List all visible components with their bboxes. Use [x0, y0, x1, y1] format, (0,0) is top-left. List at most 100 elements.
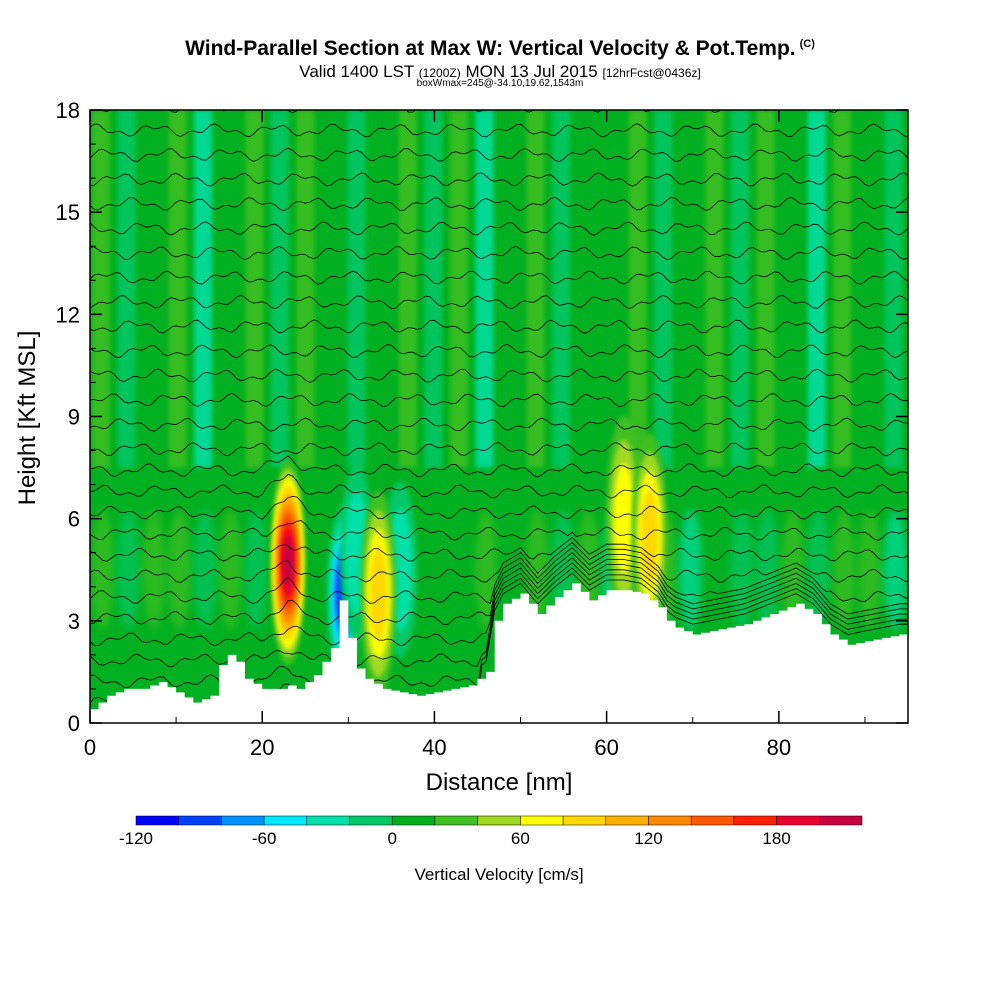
- velocity-cell: [91, 509, 115, 630]
- velocity-streak: [705, 110, 724, 468]
- isentrope: [90, 319, 908, 334]
- isentrope: [90, 552, 908, 626]
- velocity-streak: [270, 110, 289, 468]
- x-tick-label: 80: [767, 735, 791, 760]
- y-tick-label: 9: [68, 405, 80, 430]
- isentrope: [90, 547, 908, 605]
- y-tick-label: 18: [56, 98, 80, 123]
- chart-title: Wind-Parallel Section at Max W: Vertical…: [185, 37, 815, 60]
- velocity-cell: [807, 509, 831, 630]
- x-tick-label: 60: [594, 735, 618, 760]
- velocity-streak: [577, 110, 596, 468]
- isentrope: [90, 455, 908, 478]
- colorbar-swatch: [434, 815, 478, 826]
- velocity-cell: [704, 509, 728, 630]
- y-tick-label: 6: [68, 507, 80, 532]
- velocity-streak: [756, 110, 775, 468]
- isentrope: [90, 496, 908, 520]
- colorbar-tick-label: 60: [511, 829, 530, 848]
- updraft-core: [613, 463, 634, 575]
- isentrope: [90, 368, 908, 383]
- colorbar-swatch: [520, 815, 564, 826]
- velocity-streak: [92, 110, 110, 468]
- terrain: [90, 583, 908, 723]
- isentrope: [90, 123, 908, 138]
- isentrope: [90, 221, 908, 236]
- velocity-streak: [373, 110, 392, 468]
- isentrope: [90, 343, 908, 359]
- isentrope: [90, 75, 908, 88]
- colorbar-title: Vertical Velocity [cm/s]: [414, 865, 583, 884]
- colorbar-tick-label: 180: [762, 829, 790, 848]
- colorbar: [135, 815, 863, 826]
- title-mark: (C): [799, 38, 815, 50]
- colorbar-swatch: [648, 815, 692, 826]
- isentrope: [90, 557, 908, 647]
- velocity-streak: [398, 110, 417, 468]
- isentrope: [90, 50, 908, 64]
- colorbar-tick-label: -60: [252, 829, 277, 848]
- isentrope: [90, 474, 908, 499]
- updraft-core: [641, 489, 659, 582]
- forecast-label: [12hrFcst@0436z]: [602, 66, 701, 80]
- velocity-streak: [219, 110, 238, 468]
- isentrope: [90, 541, 908, 584]
- velocity-streak: [449, 110, 468, 468]
- velocity-streak: [884, 110, 903, 468]
- colorbar-swatch: [263, 815, 308, 826]
- isentrope: [90, 147, 908, 163]
- velocity-cell: [832, 509, 856, 630]
- colorbar-tick-label: -120: [119, 829, 153, 848]
- colorbar-swatch: [690, 815, 735, 826]
- velocity-streak: [245, 110, 264, 468]
- colorbar-swatch: [819, 815, 863, 826]
- y-axis-title: Height [Kft MSL]: [14, 331, 41, 506]
- velocity-streak: [654, 110, 673, 468]
- velocity-streak: [347, 110, 366, 468]
- y-tick-label: 12: [56, 302, 80, 327]
- colorbar-swatch: [391, 815, 436, 826]
- velocity-cell: [755, 509, 779, 630]
- isentrope: [90, 562, 908, 668]
- velocity-cell: [116, 509, 140, 630]
- isentrope: [90, 392, 908, 408]
- velocity-streak: [117, 110, 136, 468]
- colorbar-swatch: [605, 815, 649, 826]
- velocity-cell: [679, 509, 703, 630]
- x-axis: 0 20 40 60 80: [84, 110, 866, 760]
- velocity-streak: [603, 110, 622, 468]
- velocity-cell: [219, 509, 243, 630]
- colorbar-tick-label: 120: [634, 829, 662, 848]
- valid-prefix: Valid 1400 LST: [299, 62, 414, 81]
- box-info: boxWmax=245@-34.10,19.62,1543m: [416, 78, 584, 89]
- colorbar-swatch: [306, 815, 350, 826]
- velocity-streak: [475, 110, 494, 468]
- y-axis: 0 3 6 9 12 15 18: [56, 98, 908, 736]
- velocity-cell: [244, 509, 268, 630]
- velocity-streak: [168, 110, 187, 468]
- valid-date: MON 13 Jul 2015: [465, 62, 598, 81]
- colorbar-swatch: [477, 815, 521, 826]
- isentrope: [90, 520, 908, 541]
- colorbar-ticks: -120 -60 0 60 120 180: [119, 829, 791, 848]
- velocity-cell: [858, 509, 882, 630]
- colorbar-swatch: [178, 815, 222, 826]
- colorbar-swatch: [221, 815, 265, 826]
- velocity-streak: [526, 110, 545, 468]
- isentrope: [90, 417, 908, 432]
- velocity-streak: [833, 110, 852, 468]
- colorbar-swatch: [562, 815, 607, 826]
- velocity-streak: [322, 110, 340, 468]
- isentrope: [90, 245, 908, 261]
- isentrope: [90, 196, 908, 212]
- velocity-streak: [501, 110, 519, 468]
- valid-utc: (1200Z): [418, 66, 461, 80]
- potential-temperature-contours: [90, 50, 908, 710]
- chart-subtitle: Valid 1400 LST (1200Z) MON 13 Jul 2015 […: [0, 62, 1000, 82]
- velocity-streak: [424, 110, 443, 468]
- colorbar-swatch: [776, 815, 820, 826]
- velocity-cell: [781, 509, 805, 630]
- x-axis-title: Distance [nm]: [426, 769, 573, 796]
- velocity-streak: [782, 110, 801, 468]
